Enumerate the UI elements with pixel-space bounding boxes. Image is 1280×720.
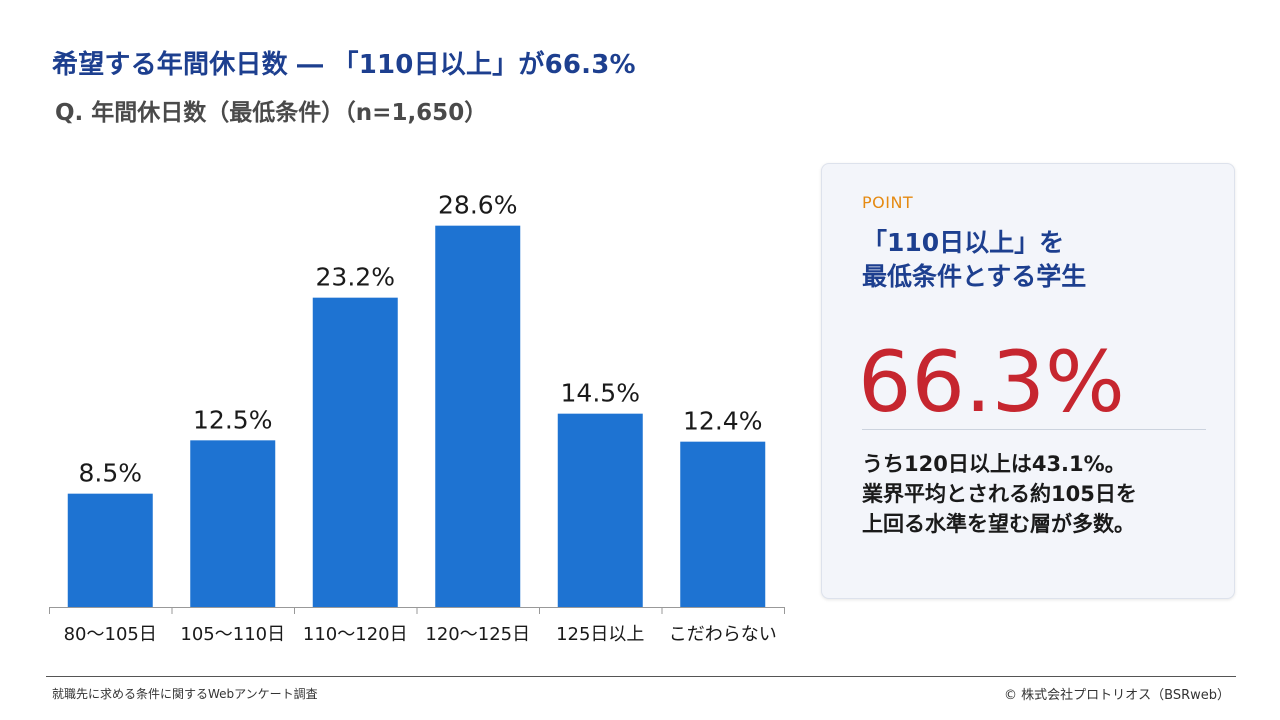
point-body: うち120日以上は43.1%。 業界平均とされる約105日を 上回る水準を望む層… — [862, 449, 1137, 539]
footer-source: 就職先に求める条件に関するWebアンケート調査 — [52, 687, 318, 701]
point-body-line1: うち120日以上は43.1%。 — [862, 452, 1126, 476]
bar — [190, 440, 276, 607]
question-subtitle: Q. 年間休日数（最低条件）（n=1,650） — [55, 100, 488, 126]
bar — [680, 441, 766, 607]
x-tick-label: 120〜125日 — [425, 624, 530, 645]
point-heading-line2: 最低条件とする学生 — [862, 262, 1087, 291]
point-heading-line1: 「110日以上」を — [862, 228, 1065, 257]
footer-copyright: © 株式会社プロトリオス（BSRweb） — [1004, 688, 1230, 703]
point-heading: 「110日以上」を 最低条件とする学生 — [862, 226, 1086, 294]
x-tick-label: こだわらない — [669, 624, 777, 645]
bar — [435, 225, 521, 607]
point-panel: POINT 「110日以上」を 最低条件とする学生 66.3% うち120日以上… — [821, 163, 1235, 599]
data-label: 23.2% — [316, 263, 395, 292]
data-label: 28.6% — [438, 191, 517, 220]
x-tick-label: 110〜120日 — [303, 624, 408, 645]
page-title: 希望する年間休日数 ― 「110日以上」が66.3% — [52, 50, 636, 80]
bar — [312, 297, 398, 607]
point-body-line3: 上回る水準を望む層が多数。 — [862, 512, 1135, 536]
bar-chart: 8.5% 80〜105日 12.5% 105〜110日 23.2% 110〜120日 28.… — [49, 191, 785, 645]
bar — [557, 413, 643, 607]
bar — [67, 493, 153, 607]
point-label: POINT — [862, 193, 914, 212]
data-label: 8.5% — [78, 459, 142, 488]
data-label: 12.5% — [193, 405, 272, 434]
data-label: 12.4% — [683, 407, 762, 436]
data-label: 14.5% — [561, 379, 640, 408]
point-body-line2: 業界平均とされる約105日を — [862, 482, 1137, 506]
point-divider — [862, 429, 1206, 430]
point-big-value: 66.3% — [858, 333, 1125, 431]
x-tick-label: 125日以上 — [556, 624, 644, 645]
x-tick-label: 80〜105日 — [64, 624, 157, 645]
x-tick-label: 105〜110日 — [180, 624, 285, 645]
footer-divider — [46, 676, 1236, 677]
